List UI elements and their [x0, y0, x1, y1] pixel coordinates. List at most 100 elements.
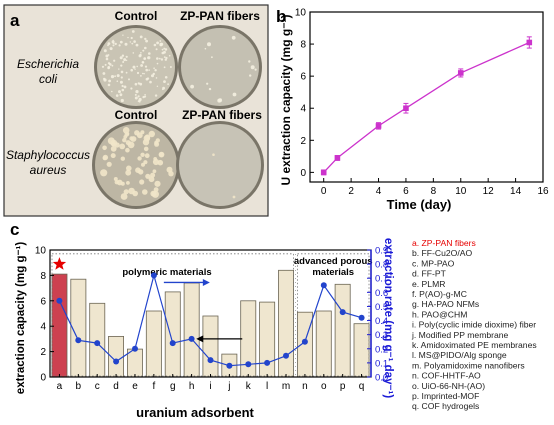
- colony: [118, 68, 120, 70]
- colony: [145, 68, 148, 72]
- colony: [204, 47, 207, 50]
- x-tick-label: h: [189, 381, 195, 392]
- bar-g: [164, 291, 181, 378]
- data-point: [403, 105, 409, 112]
- colony: [159, 43, 163, 47]
- colony: [141, 61, 145, 64]
- colony: [140, 52, 142, 54]
- colony: [156, 41, 160, 45]
- rate-point-a: [56, 297, 63, 304]
- colony: [123, 85, 127, 89]
- rate-point-l: [264, 359, 271, 366]
- colony: [154, 69, 157, 72]
- legend-item-m: m. Polyamidoxime nanofibers: [412, 360, 525, 370]
- x-tick-label: n: [302, 381, 308, 392]
- rate-point-m: [283, 352, 289, 359]
- colony: [140, 75, 142, 77]
- x-tick-label: e: [132, 381, 138, 392]
- panel-c-ylabel-right: extraction rate (mg g⁻¹ day⁻¹): [382, 238, 394, 399]
- colony: [134, 96, 138, 100]
- colony: [168, 54, 171, 57]
- colony: [155, 77, 158, 79]
- colony: [149, 80, 152, 84]
- panel-c-ylabel-left: extraction capacity (mg g⁻¹): [15, 242, 27, 395]
- legend-item-l: l. MS@PIDO/Alg sponge: [412, 350, 507, 360]
- bar-p: [334, 283, 351, 378]
- arrow-right-icon: [202, 278, 210, 286]
- x-tick-label: o: [321, 381, 327, 392]
- colony: [115, 94, 119, 97]
- col-header-zp-pan: ZP-PAN fibers: [180, 9, 260, 23]
- colony: [134, 82, 138, 86]
- row-label-ecoli-1: Escherichia: [17, 57, 79, 71]
- colony: [131, 42, 134, 45]
- colony: [140, 64, 144, 67]
- x-tick-label: d: [113, 381, 119, 392]
- panel-c-xlabel: uranium adsorbent: [136, 405, 254, 420]
- data-point: [334, 155, 341, 161]
- colony: [136, 71, 140, 75]
- legend-item-a: a. ZP-PAN fibers: [412, 238, 476, 248]
- colony: [114, 142, 120, 148]
- colony: [144, 46, 147, 50]
- arrow-left-icon: [196, 335, 204, 343]
- legend-item-c: c. MP-PAO: [412, 258, 455, 268]
- colony: [125, 55, 128, 58]
- panel-c: c uranium adsorbent extraction capacity …: [10, 220, 537, 420]
- colony: [144, 65, 148, 68]
- colonies-ecoli-control: [101, 30, 172, 103]
- colony: [231, 35, 236, 40]
- colony: [113, 59, 116, 62]
- x-tick-label: j: [227, 381, 230, 392]
- colony: [120, 98, 124, 103]
- data-point: [457, 70, 464, 76]
- x-tick-label: 0: [321, 186, 327, 197]
- colony: [107, 42, 111, 45]
- colony: [120, 76, 123, 79]
- colony: [116, 80, 119, 82]
- colony: [118, 44, 121, 47]
- colony: [158, 151, 165, 158]
- legend-item-b: b. FF-Cu2O/AO: [412, 248, 472, 258]
- x-tick-label: k: [246, 381, 252, 392]
- colony: [138, 169, 144, 175]
- colony: [142, 49, 145, 52]
- colony: [134, 68, 136, 70]
- colony: [143, 57, 146, 60]
- rate-point-n: [301, 338, 308, 345]
- y-tick-label: 10: [295, 8, 307, 19]
- colony: [124, 42, 128, 46]
- legend-item-e: e. PLMR: [412, 279, 445, 289]
- y-right-tick-label: 0.9: [375, 246, 388, 257]
- colony: [110, 75, 115, 79]
- colony: [211, 56, 213, 59]
- colony: [164, 76, 168, 79]
- colony: [102, 145, 107, 151]
- y-right-tick-label: 0.2: [375, 344, 388, 355]
- legend-item-p: p. Imprinted-MOF: [412, 391, 479, 401]
- colony: [138, 97, 142, 102]
- colony: [121, 84, 124, 88]
- panel-b-xlabel: Time (day): [387, 197, 452, 212]
- colony: [101, 65, 105, 68]
- x-tick-label: m: [282, 381, 290, 392]
- colony: [232, 92, 237, 97]
- y-right-tick-label: 0.4: [375, 316, 388, 327]
- colony: [125, 59, 128, 62]
- colony: [125, 140, 131, 146]
- colony: [126, 181, 130, 185]
- bar-m: [278, 269, 295, 378]
- colony: [168, 171, 174, 177]
- colony: [163, 56, 166, 58]
- colony: [130, 68, 133, 72]
- colony: [135, 90, 139, 94]
- colony: [139, 179, 145, 185]
- colony: [142, 189, 148, 195]
- x-tick-label: i: [209, 381, 211, 392]
- x-tick-label: b: [76, 381, 82, 392]
- colony: [110, 145, 117, 152]
- colony: [131, 30, 135, 33]
- colony: [142, 72, 144, 75]
- colony: [108, 79, 111, 83]
- colony: [136, 132, 143, 139]
